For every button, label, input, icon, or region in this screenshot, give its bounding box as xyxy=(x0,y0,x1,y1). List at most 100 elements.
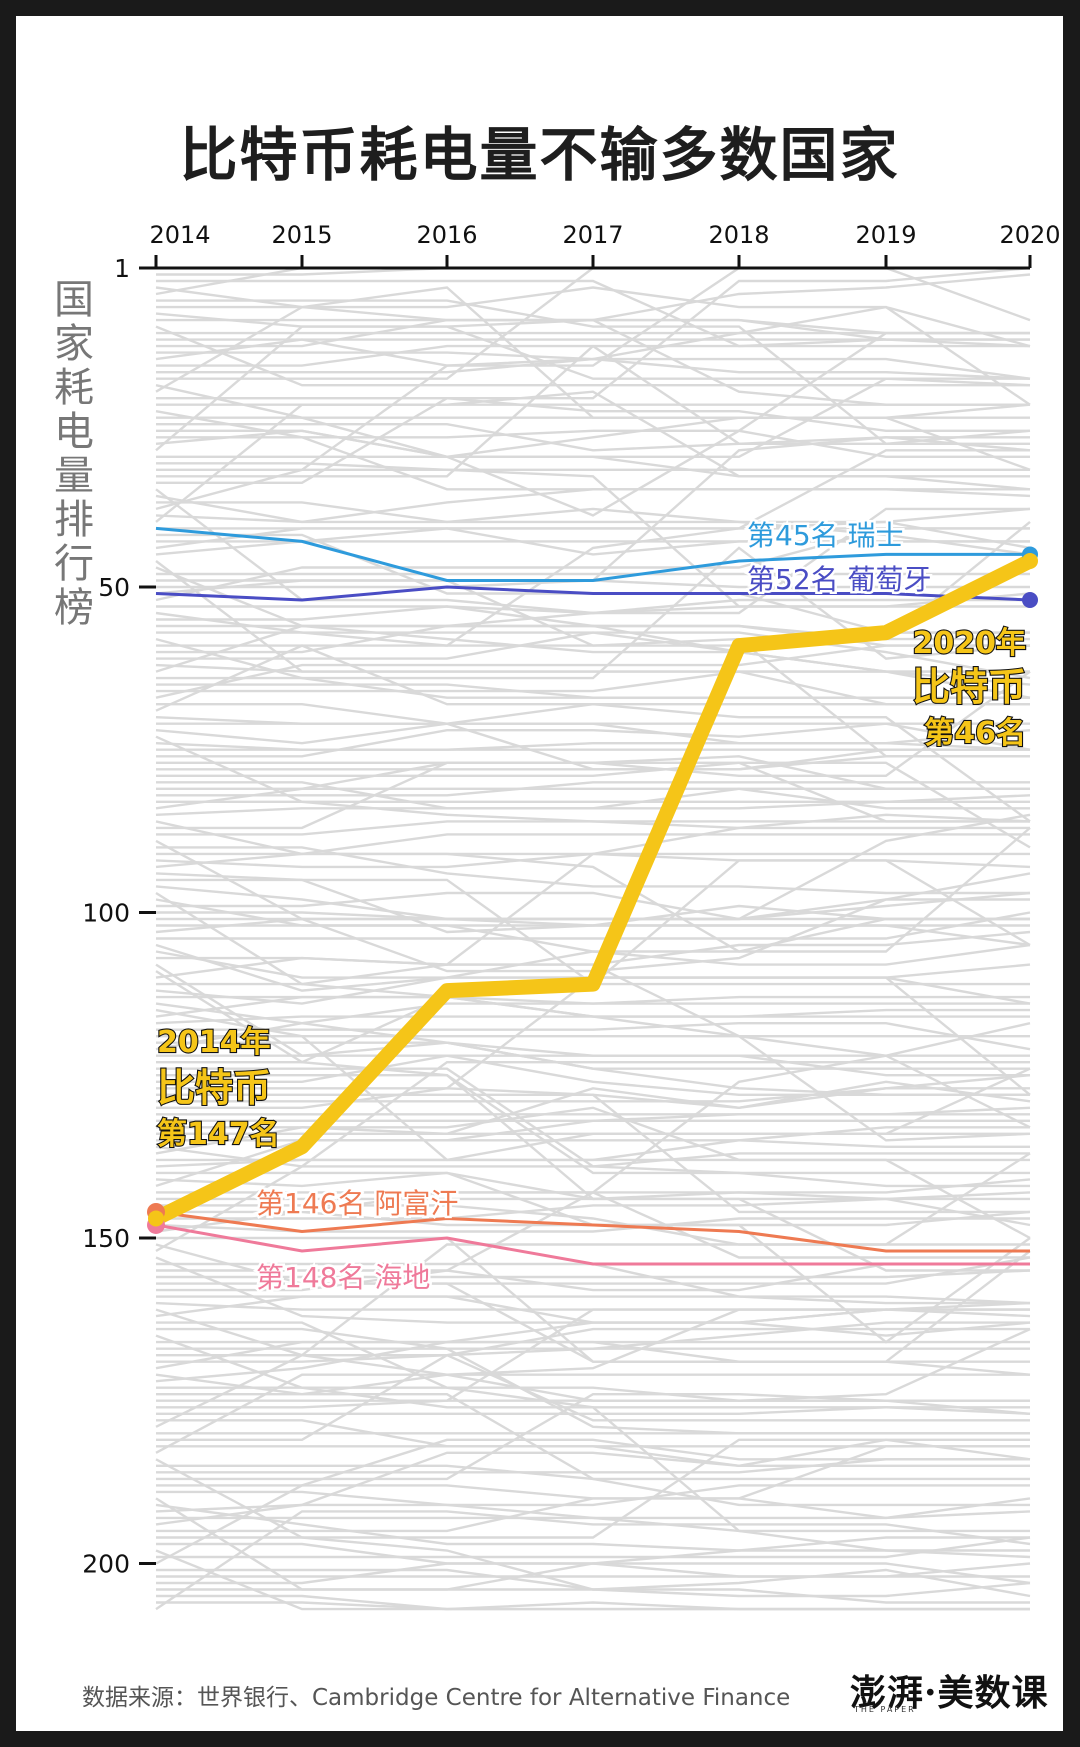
background-country-line xyxy=(156,305,1031,348)
series-line-海地 xyxy=(155,1223,1030,1266)
background-country-line xyxy=(156,1178,1031,1272)
series-label-portugal: 第52名 葡萄牙 xyxy=(747,563,932,596)
background-country-line xyxy=(155,1015,1030,1025)
background-country-line xyxy=(155,1165,1030,1253)
background-country-line xyxy=(156,1022,1031,1051)
background-country-line xyxy=(156,676,1030,699)
background-country-line xyxy=(156,338,1030,478)
series-line-bitcoin xyxy=(148,553,1038,1226)
background-country-line xyxy=(155,1327,1030,1428)
background-country-line xyxy=(156,1197,1030,1220)
background-country-line xyxy=(156,1568,1031,1598)
background-country-line xyxy=(155,468,1030,608)
background-country-line xyxy=(156,742,1031,751)
background-country-line xyxy=(155,1438,1030,1565)
background-country-line xyxy=(155,1106,1030,1162)
background-country-line xyxy=(156,1536,1031,1559)
x-tick-label: 2019 xyxy=(855,221,916,249)
background-country-line xyxy=(155,527,1030,556)
background-country-line xyxy=(155,1126,1030,1168)
background-country-line xyxy=(156,1353,1030,1422)
background-country-line xyxy=(155,917,1030,979)
background-country-line xyxy=(156,911,1031,940)
background-country-line xyxy=(156,266,1031,380)
background-country-line xyxy=(155,488,1031,524)
background-country-line xyxy=(156,872,1031,921)
background-country-line xyxy=(156,598,1030,621)
background-country-line xyxy=(156,1321,1030,1442)
background-country-line xyxy=(156,670,1030,706)
background-country-line xyxy=(156,1152,1031,1357)
series-label-switzerland: 第45名 瑞士 xyxy=(747,519,904,552)
background-country-line xyxy=(156,722,1031,758)
bitcoin-annotation-2020-line: 2020年 xyxy=(913,626,1027,661)
background-country-line xyxy=(156,755,1030,830)
chart-title: 比特币耗电量不输多数国家 xyxy=(179,121,900,189)
background-country-line xyxy=(156,781,1030,797)
background-country-line xyxy=(156,683,1030,699)
background-country-line xyxy=(156,1549,1031,1585)
publisher-logo: 澎湃·美数课 xyxy=(850,1672,1049,1714)
background-country-line xyxy=(156,1464,1030,1507)
y-tick-label: 1 xyxy=(114,254,130,283)
bitcoin-annotation-2014-line: 2014年 xyxy=(157,1025,271,1060)
background-country-line xyxy=(155,403,1030,523)
background-country-line xyxy=(156,1060,1030,1188)
background-country-line xyxy=(156,1601,1030,1611)
x-tick-label: 2017 xyxy=(562,221,623,249)
background-country-line xyxy=(155,813,1031,869)
background-country-line xyxy=(156,273,1031,348)
y-tick-label: 150 xyxy=(82,1224,130,1253)
background-country-line xyxy=(155,1295,1030,1318)
y-tick-label: 200 xyxy=(82,1549,130,1578)
background-country-line xyxy=(156,507,1030,654)
background-country-line xyxy=(155,663,1030,673)
background-country-line xyxy=(156,1406,1030,1416)
bitcoin-annotation-2020-line: 第46名 xyxy=(924,716,1026,751)
background-country-line xyxy=(156,266,1031,484)
background-country-line xyxy=(155,1510,1031,1611)
y-tick-label: 50 xyxy=(98,573,130,602)
series-label-haiti: 第148名 海地 xyxy=(256,1261,430,1294)
series-point-portugal-2020 xyxy=(1022,592,1038,609)
x-tick-label: 2016 xyxy=(416,221,477,249)
background-country-line xyxy=(156,1328,1031,1409)
bitcoin-annotation-2014-line: 比特币 xyxy=(157,1066,271,1110)
background-country-line xyxy=(155,644,1030,712)
background-country-line xyxy=(155,833,1030,869)
background-country-line xyxy=(156,501,1031,556)
background-country-line xyxy=(156,761,1031,849)
background-country-line xyxy=(156,397,1030,432)
background-country-line xyxy=(156,748,1030,771)
x-tick-label: 2014 xyxy=(149,221,210,249)
background-country-line xyxy=(156,1256,1031,1285)
background-country-line xyxy=(156,1106,1031,1142)
x-tick-label: 2018 xyxy=(708,221,769,249)
background-country-line xyxy=(155,644,1030,699)
background-country-line xyxy=(155,1503,1030,1552)
background-country-line xyxy=(155,794,1031,816)
x-tick-label: 2015 xyxy=(271,221,332,249)
background-country-line xyxy=(156,1269,1031,1279)
background-country-line xyxy=(155,1451,1030,1526)
publisher-logo-subtitle: THE PAPER xyxy=(854,1705,916,1714)
series-line-葡萄牙 xyxy=(155,585,1031,602)
x-tick-label: 2020 xyxy=(999,221,1060,249)
background-country-line xyxy=(156,1445,1030,1533)
background-country-line xyxy=(156,820,1030,836)
background-country-line xyxy=(156,1484,1031,1520)
background-country-line xyxy=(156,429,1030,517)
background-country-line xyxy=(155,885,1031,921)
background-country-line xyxy=(155,325,1030,387)
series-point-bitcoin-2020 xyxy=(1022,552,1038,569)
background-country-line xyxy=(155,852,1030,979)
series-label-afghanistan: 第146名 阿富汗 xyxy=(256,1187,458,1220)
background-country-line xyxy=(156,1087,1030,1110)
background-country-line xyxy=(155,1308,1030,1454)
background-country-line xyxy=(156,846,1030,895)
background-country-line xyxy=(156,462,1030,471)
